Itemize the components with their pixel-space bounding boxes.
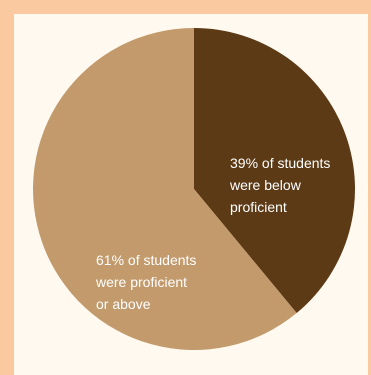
slice-label-line: were below <box>229 177 302 193</box>
slice-label-line: 39% of students <box>230 155 330 171</box>
slice-label-proficient-or-above: 61% of students were proficient or above <box>95 252 200 312</box>
chart-frame: 39% of students were below proficient 61… <box>14 14 368 375</box>
slice-label-line: proficient <box>230 199 287 215</box>
pie-slice-1 <box>33 28 297 350</box>
slice-label-line: were proficient <box>95 274 187 290</box>
slice-label-below-proficient: 39% of students were below proficient <box>229 155 334 215</box>
slice-label-line: or above <box>96 296 151 312</box>
slice-label-line: 61% of students <box>96 252 196 268</box>
pie-chart: 39% of students were below proficient 61… <box>33 28 356 350</box>
pie-slice-0 <box>194 28 356 314</box>
pie-slices <box>33 28 356 350</box>
